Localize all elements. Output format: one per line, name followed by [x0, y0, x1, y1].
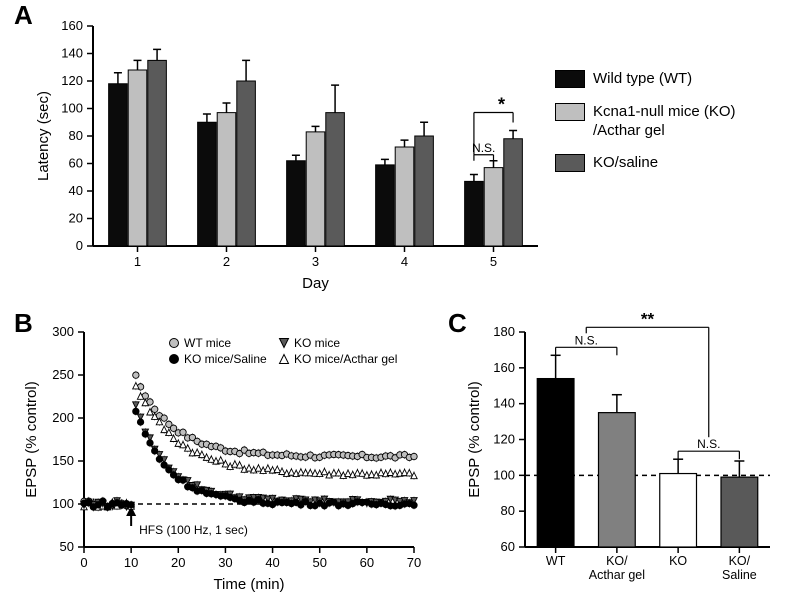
- svg-text:40: 40: [265, 555, 279, 570]
- svg-text:KO mice/Acthar gel: KO mice/Acthar gel: [294, 352, 397, 366]
- svg-text:Latency (sec): Latency (sec): [35, 91, 52, 181]
- svg-text:KO/: KO/: [606, 554, 628, 568]
- svg-text:5: 5: [490, 254, 497, 269]
- svg-text:KO mice/Saline: KO mice/Saline: [184, 352, 267, 366]
- svg-text:40: 40: [69, 183, 83, 198]
- svg-text:100: 100: [493, 467, 515, 482]
- svg-text:HFS (100 Hz, 1 sec): HFS (100 Hz, 1 sec): [139, 523, 248, 537]
- svg-text:160: 160: [493, 360, 515, 375]
- svg-text:N.S.: N.S.: [697, 437, 720, 451]
- panelC-chart: 60 80 100 120 140 160 180 EPSP (% control) WT KO/…: [455, 312, 795, 612]
- svg-text:300: 300: [52, 324, 74, 339]
- svg-text:150: 150: [52, 453, 74, 468]
- svg-text:3: 3: [312, 254, 319, 269]
- svg-text:100: 100: [52, 496, 74, 511]
- svg-text:60: 60: [360, 555, 374, 570]
- svg-text:4: 4: [401, 254, 408, 269]
- svg-text:200: 200: [52, 410, 74, 425]
- legend-text-wt: Wild type (WT): [593, 70, 692, 89]
- svg-text:140: 140: [493, 396, 515, 411]
- svg-text:**: **: [641, 312, 655, 328]
- svg-text:60: 60: [501, 539, 515, 554]
- svg-text:Acthar gel: Acthar gel: [589, 568, 645, 582]
- svg-text:KO mice: KO mice: [294, 336, 340, 350]
- svg-text:N.S.: N.S.: [575, 333, 598, 347]
- svg-text:250: 250: [52, 367, 74, 382]
- svg-text:160: 160: [61, 18, 83, 33]
- svg-text:30: 30: [218, 555, 232, 570]
- svg-text:80: 80: [501, 503, 515, 518]
- svg-text:140: 140: [61, 46, 83, 61]
- panelB-chart: 50 100 150 200 250 300 0 10 20 30 40 50 60 70 EPSP (% …: [10, 312, 440, 612]
- legend-item-ko-saline: KO/saline: [555, 154, 736, 173]
- svg-text:KO: KO: [669, 554, 687, 568]
- svg-text:180: 180: [493, 324, 515, 339]
- legend-text-ko-acthar: Kcna1-null mice (KO) /Acthar gel: [593, 103, 736, 141]
- svg-text:WT mice: WT mice: [184, 336, 231, 350]
- panelA-chart: 0 20 40 60 80 100 120 140 160 Latency (sec) 1 2 3 4 5 D…: [18, 4, 578, 304]
- svg-text:120: 120: [61, 73, 83, 88]
- svg-text:120: 120: [493, 432, 515, 447]
- svg-text:0: 0: [80, 555, 87, 570]
- svg-text:Time (min): Time (min): [213, 576, 284, 593]
- svg-text:50: 50: [60, 539, 74, 554]
- svg-text:Saline: Saline: [722, 568, 757, 582]
- figure-root: A B C Wild type (WT) Kcna1-null mice (KO…: [0, 0, 800, 609]
- svg-text:WT: WT: [546, 554, 566, 568]
- svg-text:20: 20: [69, 211, 83, 226]
- svg-text:KO/: KO/: [729, 554, 751, 568]
- svg-text:100: 100: [61, 101, 83, 116]
- svg-text:50: 50: [312, 555, 326, 570]
- svg-text:60: 60: [69, 156, 83, 171]
- svg-text:EPSP (% control): EPSP (% control): [23, 381, 40, 497]
- svg-text:1: 1: [134, 254, 141, 269]
- legend-item-wt: Wild type (WT): [555, 70, 736, 89]
- panelA-legend: Wild type (WT) Kcna1-null mice (KO) /Act…: [555, 70, 736, 173]
- svg-text:2: 2: [223, 254, 230, 269]
- svg-text:0: 0: [76, 238, 83, 253]
- svg-text:70: 70: [407, 555, 421, 570]
- svg-text:*: *: [498, 95, 505, 115]
- svg-text:80: 80: [69, 128, 83, 143]
- legend-text-ko-saline: KO/saline: [593, 154, 658, 173]
- svg-text:N.S.: N.S.: [472, 141, 495, 155]
- svg-text:10: 10: [124, 555, 138, 570]
- svg-text:EPSP (% control): EPSP (% control): [466, 381, 483, 497]
- svg-text:20: 20: [171, 555, 185, 570]
- legend-item-ko-acthar: Kcna1-null mice (KO) /Acthar gel: [555, 103, 736, 141]
- svg-text:Day: Day: [302, 275, 329, 292]
